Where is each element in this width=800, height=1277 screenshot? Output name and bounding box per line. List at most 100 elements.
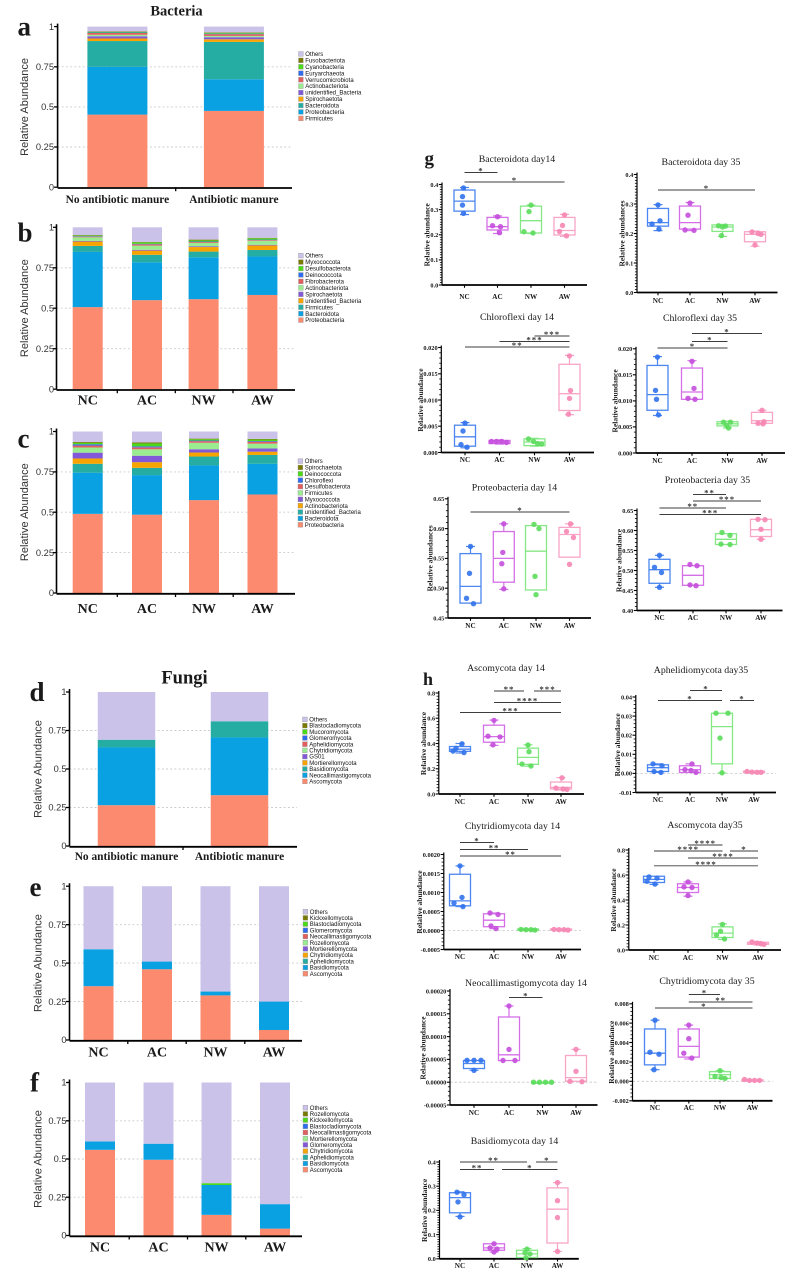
svg-text:Chytridiomycota day 14: Chytridiomycota day 14 (465, 821, 560, 832)
svg-text:**: ** (505, 849, 516, 859)
svg-text:d: d (30, 677, 45, 707)
svg-text:unidentified_Bacteria: unidentified_Bacteria (305, 299, 362, 305)
svg-text:AW: AW (552, 1262, 564, 1270)
svg-text:Mortierellomycota: Mortierellomycota (310, 947, 358, 953)
svg-text:Blastocladiomycota: Blastocladiomycota (310, 922, 362, 928)
svg-text:NW: NW (192, 602, 216, 617)
svg-text:NW: NW (714, 1104, 727, 1112)
svg-text:Firmicutes: Firmicutes (305, 117, 333, 123)
svg-text:Ascomycota: Ascomycota (310, 972, 343, 978)
svg-text:AC: AC (148, 1241, 168, 1256)
svg-text:Verrucomicrobiota: Verrucomicrobiota (305, 78, 354, 84)
svg-text:NC: NC (653, 796, 663, 804)
svg-text:Bacteroidota: Bacteroidota (305, 312, 339, 318)
svg-text:0.40: 0.40 (622, 608, 633, 615)
svg-text:0.1: 0.1 (428, 1232, 436, 1239)
svg-text:Others: Others (310, 1106, 328, 1112)
svg-text:0: 0 (61, 841, 66, 851)
svg-text:f: f (30, 1068, 40, 1098)
svg-text:Proteobacteria: Proteobacteria (305, 318, 345, 324)
svg-text:Relative Abundance: Relative Abundance (33, 1110, 45, 1208)
svg-text:c: c (18, 424, 30, 454)
svg-text:0.4: 0.4 (625, 172, 634, 179)
svg-text:0.65: 0.65 (433, 496, 444, 503)
svg-text:0.0: 0.0 (428, 1256, 436, 1263)
svg-text:0.005: 0.005 (423, 424, 437, 431)
svg-text:AW: AW (555, 798, 567, 806)
svg-text:AC: AC (504, 1109, 514, 1117)
svg-text:Chytridiomycota: Chytridiomycota (310, 953, 354, 959)
svg-text:0.25: 0.25 (36, 344, 54, 354)
svg-text:Aphelidiomycota: Aphelidiomycota (310, 959, 355, 965)
svg-text:*: * (687, 694, 692, 704)
svg-text:Glomeromycota: Glomeromycota (310, 928, 353, 934)
svg-text:Relative Abundance: Relative Abundance (19, 259, 31, 357)
svg-text:NC: NC (469, 1109, 479, 1117)
svg-text:Relative abundance: Relative abundance (611, 369, 620, 433)
svg-text:Bacteroidota day 35: Bacteroidota day 35 (662, 157, 741, 168)
svg-text:0.2: 0.2 (427, 766, 435, 773)
svg-text:0: 0 (61, 1231, 66, 1241)
svg-text:0.4: 0.4 (428, 1159, 437, 1166)
svg-text:*: * (702, 988, 707, 998)
svg-text:0.55: 0.55 (433, 556, 444, 563)
svg-text:0.4: 0.4 (427, 741, 436, 748)
svg-text:Proteobacteria day 35: Proteobacteria day 35 (665, 475, 751, 486)
svg-text:*: * (517, 505, 522, 515)
svg-text:Glomeromycota: Glomeromycota (310, 1143, 353, 1149)
svg-text:0.0005: 0.0005 (423, 909, 440, 916)
svg-text:Relative Abundance: Relative Abundance (19, 463, 31, 561)
svg-text:*: * (512, 175, 517, 185)
svg-text:Myxococcota: Myxococcota (305, 497, 341, 503)
svg-text:Mortierellomycota: Mortierellomycota (309, 761, 357, 767)
svg-text:Mortierellomycota: Mortierellomycota (310, 1137, 358, 1143)
svg-text:AC: AC (685, 796, 695, 804)
svg-text:NC: NC (455, 1262, 465, 1270)
svg-text:0: 0 (49, 384, 54, 394)
svg-text:*: * (701, 1001, 706, 1011)
svg-text:Aphelidiomycota: Aphelidiomycota (310, 1155, 355, 1161)
svg-text:0.000: 0.000 (618, 450, 632, 457)
svg-text:0.75: 0.75 (36, 263, 54, 273)
svg-text:0.004: 0.004 (615, 1040, 630, 1047)
svg-text:Mucoromycota: Mucoromycota (309, 730, 349, 736)
svg-text:Basidiomycota: Basidiomycota (310, 1162, 350, 1168)
svg-text:Rozellomycota: Rozellomycota (310, 1112, 350, 1118)
svg-text:0.010: 0.010 (618, 398, 632, 405)
svg-text:AW: AW (755, 614, 767, 622)
svg-text:0: 0 (49, 182, 54, 192)
svg-text:0.0: 0.0 (427, 791, 435, 798)
svg-text:0.04: 0.04 (621, 694, 633, 701)
svg-text:0.75: 0.75 (48, 920, 66, 930)
svg-text:AC: AC (494, 456, 504, 464)
svg-text:Spirochaetota: Spirochaetota (305, 97, 343, 103)
svg-text:Cyanobacteria: Cyanobacteria (305, 65, 344, 71)
svg-text:NC: NC (88, 1046, 108, 1061)
svg-text:Relative abundance: Relative abundance (613, 713, 622, 777)
svg-text:Chloroflexi day 35: Chloroflexi day 35 (663, 313, 737, 324)
svg-text:Relative abundance: Relative abundance (419, 1016, 428, 1080)
svg-text:Proteobacteria day 14: Proteobacteria day 14 (472, 483, 558, 494)
svg-text:AC: AC (687, 457, 697, 465)
svg-text:0.3: 0.3 (625, 201, 633, 208)
svg-text:AC: AC (147, 1046, 167, 1061)
svg-text:0.00010: 0.00010 (426, 1034, 446, 1041)
svg-text:Spirochaetota: Spirochaetota (305, 466, 343, 472)
svg-text:Ascomycota day 14: Ascomycota day 14 (467, 663, 545, 674)
svg-text:**: ** (704, 488, 715, 498)
svg-text:**: ** (504, 684, 515, 694)
svg-text:*: * (724, 327, 729, 337)
svg-text:*: * (739, 694, 744, 704)
svg-text:Chytridiomycota: Chytridiomycota (309, 749, 353, 755)
svg-text:0.6: 0.6 (427, 716, 435, 723)
svg-text:a: a (18, 12, 32, 42)
svg-text:Relative abundances: Relative abundances (618, 200, 627, 266)
svg-text:NW: NW (525, 293, 538, 301)
svg-text:No antibiotic manure: No antibiotic manure (75, 851, 179, 863)
svg-text:AC: AC (499, 622, 509, 630)
svg-text:Relative abundance: Relative abundance (609, 868, 618, 932)
svg-text:AW: AW (747, 1104, 759, 1112)
svg-text:-0.002: -0.002 (613, 1098, 629, 1105)
svg-text:NW: NW (716, 954, 729, 962)
svg-text:AW: AW (749, 297, 761, 305)
